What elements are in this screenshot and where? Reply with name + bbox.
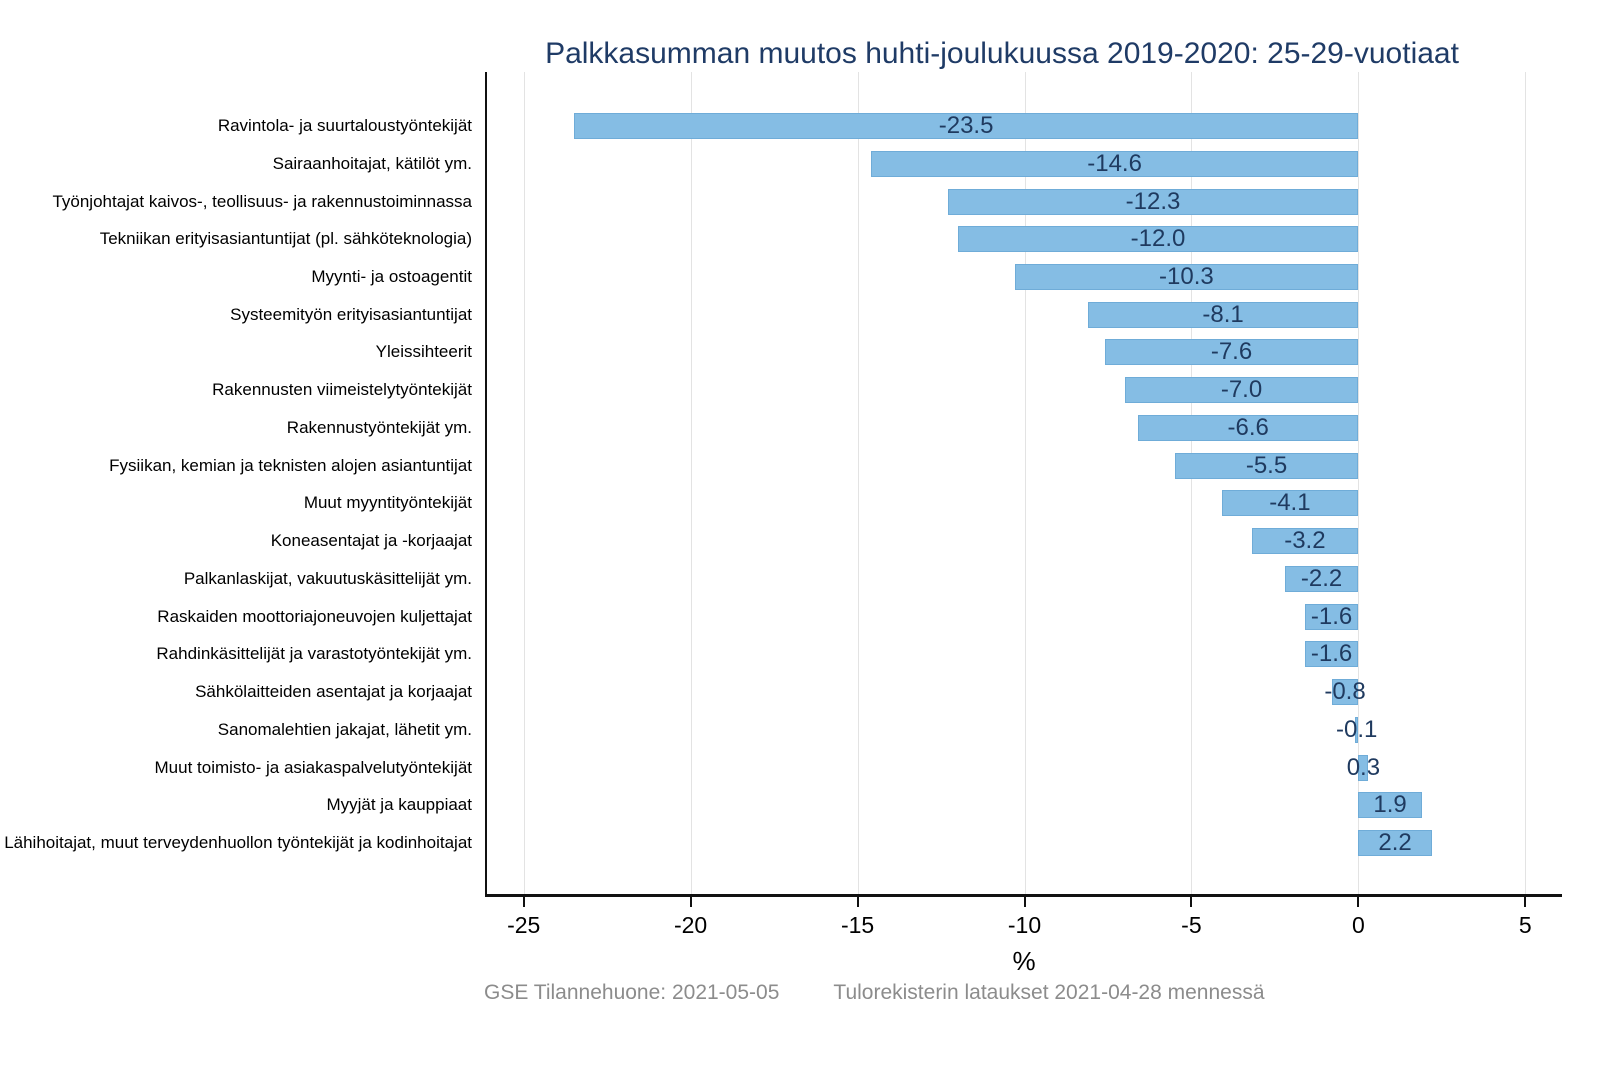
bar-value-label-9: -6.6: [1227, 413, 1269, 441]
x-tick-label--5: -5: [1181, 912, 1202, 938]
x-tick-label--15: -15: [840, 912, 875, 938]
category-label-17: Sanomalehtien jakajat, lähetit ym.: [217, 719, 472, 739]
x-tick-label-5: 5: [1518, 912, 1532, 938]
bar-20: [1358, 830, 1432, 857]
category-label-12: Koneasentajat ja -korjaajat: [270, 531, 472, 551]
x-tick-mark--20: [689, 894, 692, 907]
bar-value-label-18: 0.3: [1346, 753, 1381, 781]
x-tick-mark-0: [1357, 894, 1360, 907]
category-label-20: Lähihoitajat, muut terveydenhuollon työn…: [4, 833, 472, 853]
bar-value-label-14: -1.6: [1310, 602, 1353, 630]
x-tick-mark--15: [856, 894, 859, 907]
bar-value-label-4: -12.0: [1130, 225, 1186, 253]
bar-value-label-8: -7.0: [1220, 376, 1263, 404]
bar-value-label-11: -4.1: [1269, 489, 1311, 517]
category-label-1: Ravintola- ja suurtaloustyöntekijät: [217, 116, 472, 135]
category-label-5: Myynti- ja ostoagentit: [311, 267, 472, 286]
category-label-3: Työnjohtajat kaivos-, teollisuus- ja rak…: [52, 191, 472, 211]
x-tick-mark--10: [1023, 894, 1026, 907]
bar-value-label-20: 2.2: [1378, 829, 1412, 857]
gridline-x--10: [1024, 72, 1026, 894]
x-tick-mark--5: [1190, 894, 1193, 907]
bar-13: [1284, 565, 1359, 592]
gridline-x--25: [523, 72, 525, 894]
bar-8: [1124, 377, 1359, 404]
bar-value-label-10: -5.5: [1245, 451, 1288, 479]
gridline-x-5: [1525, 72, 1527, 894]
bar-value-label-6: -8.1: [1202, 300, 1244, 328]
bar-value-label-2: -14.6: [1087, 149, 1142, 177]
category-label-14: Raskaiden moottoriajoneuvojen kuljettaja…: [157, 606, 472, 626]
bar-17: [1355, 716, 1359, 743]
bar-value-label-15: -1.6: [1310, 640, 1353, 668]
x-tick-label--10: -10: [1007, 912, 1042, 938]
x-tick-mark-5: [1524, 894, 1527, 907]
plot-area: -23.5 -14.6 -12.3 -12.0 -10.3 -8.1 -7.6 -7.0 -6.…: [485, 72, 1562, 897]
category-label-19: Myyjät ja kauppiaat: [326, 795, 472, 815]
category-label-2: Sairaanhoitajat, kätilöt ym.: [272, 153, 472, 173]
footer-note: GSE Tilannehuone: 2021-05-05 Tulorekiste…: [484, 981, 1265, 1005]
category-label-6: Systeemityön erityisasiantuntijat: [230, 304, 472, 324]
bar-value-label-17: -0.1: [1336, 715, 1378, 743]
bar-14: [1304, 603, 1359, 630]
gridline-x--20: [690, 72, 692, 894]
category-label-16: Sähkölaitteiden asentajat ja korjaajat: [195, 682, 472, 702]
bar-10: [1174, 452, 1359, 479]
bar-4: [957, 226, 1359, 253]
category-label-4: Tekniikan erityisasiantuntijat (pl. sähk…: [99, 229, 472, 249]
bar-value-label-12: -3.2: [1284, 527, 1326, 555]
bar-value-label-5: -10.3: [1159, 263, 1214, 290]
gridline-x-0: [1358, 72, 1360, 894]
bar-3: [947, 188, 1359, 215]
category-label-9: Rakennustyöntekijät ym.: [286, 417, 472, 437]
bar-value-label-13: -2.2: [1300, 564, 1343, 592]
bar-value-label-3: -12.3: [1125, 187, 1181, 215]
category-label-18: Muut toimisto- ja asiakaspalvelutyönteki…: [154, 757, 472, 777]
bar-value-label-1: -23.5: [938, 112, 994, 139]
category-label-11: Muut myyntityöntekijät: [303, 493, 472, 513]
y-axis-spine: [485, 72, 487, 894]
gridline-x--5: [1191, 72, 1193, 894]
bar-value-label-7: -7.6: [1210, 338, 1253, 366]
bar-value-label-16: -0.8: [1324, 678, 1366, 706]
bar-6: [1087, 301, 1359, 328]
bar-19: [1358, 792, 1422, 819]
gridline-x--15: [857, 72, 859, 894]
bar-16: [1331, 679, 1359, 706]
x-tick-label--20: -20: [673, 912, 708, 938]
bar-9: [1138, 414, 1359, 441]
category-label-7: Yleissihteerit: [375, 342, 472, 362]
footer-source-right: Tulorekisterin lataukset 2021-04-28 menn…: [833, 981, 1265, 1004]
bar-12: [1251, 528, 1359, 555]
x-axis-title: %: [1012, 946, 1036, 976]
bar-18: [1358, 754, 1369, 781]
bar-11: [1221, 490, 1359, 517]
bar-1: [573, 113, 1359, 139]
x-tick-label--25: -25: [507, 912, 541, 938]
category-label-10: Fysiikan, kemian ja teknisten alojen asi…: [109, 455, 472, 475]
category-label-8: Rakennusten viimeistelytyöntekijät: [212, 380, 472, 400]
x-tick-mark--25: [522, 894, 525, 907]
chart-title: Palkkasumman muutos huhti-joulukuussa 20…: [545, 37, 1459, 70]
category-label-13: Palkanlaskijat, vakuutuskäsittelijät ym.: [183, 568, 472, 588]
bar-15: [1304, 641, 1359, 668]
category-label-15: Rahdinkäsittelijät ja varastotyöntekijät…: [156, 644, 472, 664]
bar-value-label-19: 1.9: [1373, 791, 1407, 819]
bar-5: [1014, 264, 1359, 290]
bar-2: [870, 150, 1359, 177]
footer-source-left: GSE Tilannehuone: 2021-05-05: [484, 981, 780, 1004]
bar-7: [1104, 339, 1359, 366]
x-tick-label-0: 0: [1351, 912, 1365, 938]
